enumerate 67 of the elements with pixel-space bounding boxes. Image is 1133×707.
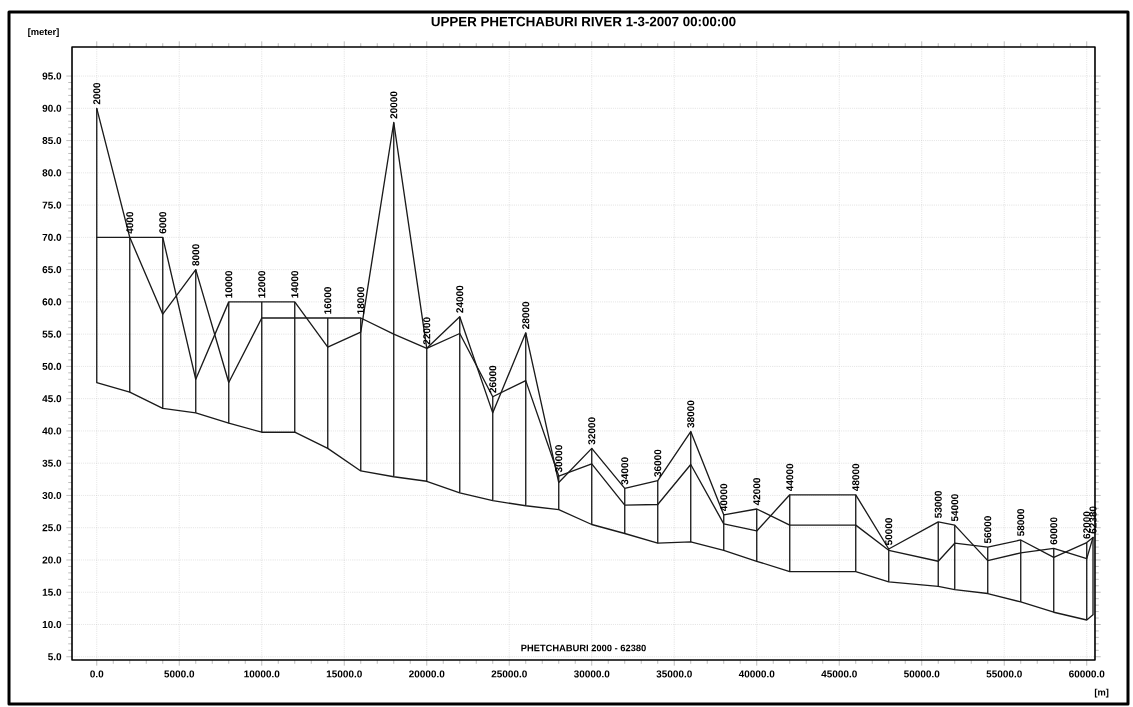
annotation: 10000: [225, 270, 233, 298]
y-tick-label: 95.0: [42, 72, 62, 80]
y-tick-label: 30.0: [42, 491, 62, 499]
annotation: 2000: [93, 82, 101, 105]
annotation: 32000: [588, 417, 596, 445]
annotation: 42000: [753, 478, 761, 506]
y-tick-label: 15.0: [42, 588, 62, 596]
annotation: 6000: [159, 211, 167, 234]
annotation: 60000: [1050, 517, 1058, 545]
annotation: 44000: [786, 463, 794, 492]
x-tick-label: 35000.0: [656, 670, 692, 678]
y-tick-label: 40.0: [42, 427, 62, 435]
x-tick-label: 25000.0: [491, 670, 527, 678]
annotation: 34000: [621, 457, 629, 485]
annotation: 38000: [687, 400, 695, 428]
y-tick-label: 20.0: [42, 556, 62, 564]
y-tick-label: 10.0: [42, 620, 62, 629]
annotation: 40000: [720, 483, 728, 512]
y-tick-label: 35.0: [42, 459, 62, 467]
x-tick-label: 0.0: [90, 670, 104, 678]
x-tick-label: 30000.0: [573, 670, 610, 678]
y-tick-label: 85.0: [42, 137, 62, 145]
y-tick-label: 45.0: [42, 395, 62, 403]
x-tick-label: 50000.0: [903, 670, 940, 678]
y-tick-label: 60.0: [42, 298, 62, 306]
y-tick-label: 5.0: [48, 653, 62, 661]
y-tick-label: 50.0: [42, 362, 62, 370]
annotation: 16000: [324, 287, 332, 314]
annotation: 53000: [934, 490, 942, 518]
annotation: 62380: [1089, 506, 1097, 534]
x-tick-label: 5000.0: [164, 670, 195, 678]
x-tick-label: 55000.0: [986, 670, 1022, 678]
y-tick-label: 25.0: [42, 524, 62, 532]
annotation: 54000: [951, 494, 959, 522]
annotation: PHETCHABURI 2000 - 62380: [521, 644, 646, 652]
annotation: 62000: [1083, 511, 1091, 539]
x-axis-title: [m]: [1094, 688, 1109, 698]
annotation: 56000: [984, 516, 992, 544]
annotation: 30000: [555, 445, 563, 473]
annotation: 14000: [291, 270, 299, 298]
x-tick-label: 20000.0: [409, 670, 445, 678]
y-tick-label: 80.0: [42, 169, 62, 177]
x-tick-label: 40000.0: [738, 670, 775, 678]
y-axis-title: [meter]: [28, 28, 59, 37]
x-tick-label: 15000.0: [326, 670, 362, 678]
annotation: 36000: [654, 449, 662, 477]
annotation: 18000: [357, 287, 365, 314]
annotation: 50000: [885, 518, 893, 546]
y-tick-label: 65.0: [42, 266, 62, 274]
annotation: 20000: [390, 91, 398, 119]
annotation: 48000: [852, 463, 860, 492]
annotation: 28000: [522, 301, 530, 329]
annotation: 26000: [489, 365, 497, 393]
annotation: 22000: [423, 317, 431, 345]
x-tick-label: 60000.0: [1069, 670, 1105, 678]
annotation: 4000: [126, 211, 134, 234]
x-tick-label: 45000.0: [821, 670, 857, 678]
x-tick-label: 10000.0: [244, 670, 280, 678]
y-tick-label: 70.0: [42, 233, 62, 241]
y-tick-label: 75.0: [42, 201, 62, 209]
annotation: 58000: [1017, 508, 1025, 537]
y-tick-label: 90.0: [42, 104, 62, 112]
annotation: 8000: [192, 244, 200, 266]
annotation: 24000: [456, 285, 464, 313]
y-tick-label: 55.0: [42, 330, 62, 338]
annotation: 12000: [258, 270, 266, 298]
chart-title: UPPER PHETCHABURI RIVER 1-3-2007 00:00:00: [431, 16, 736, 27]
